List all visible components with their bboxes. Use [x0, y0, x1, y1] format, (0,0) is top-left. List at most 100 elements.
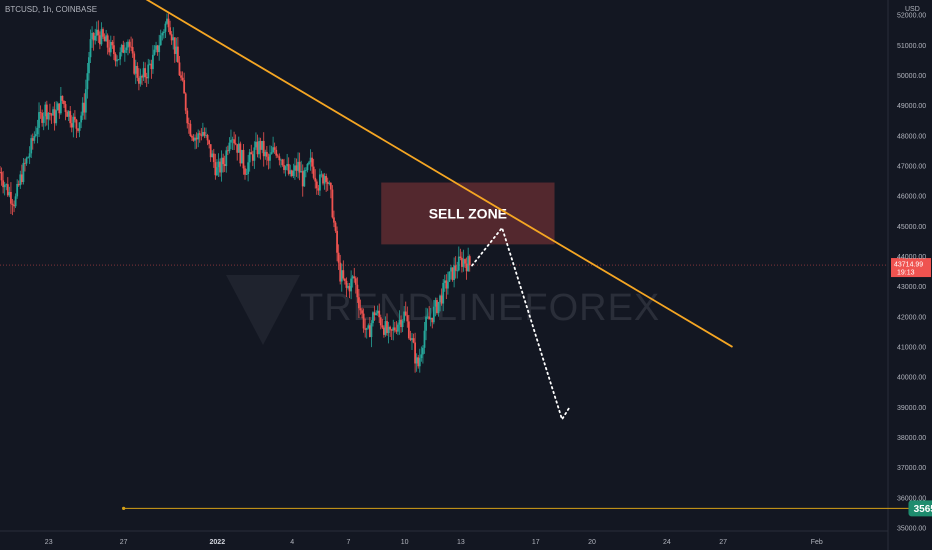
candle-body: [334, 222, 337, 231]
candle-body: [362, 313, 365, 329]
candle-body: [331, 189, 334, 218]
candle-body: [19, 174, 22, 186]
candle-body: [41, 112, 44, 123]
candle-body: [343, 278, 346, 281]
watermark-logo-icon: [226, 275, 300, 345]
candle-body: [340, 270, 343, 282]
candle-body: [457, 256, 460, 271]
candle-body: [373, 312, 376, 316]
candle-body: [67, 111, 70, 117]
watermark-text: TRENDLINEFOREX: [300, 287, 660, 329]
candle-body: [461, 257, 463, 267]
price-tick-label: 45000.00: [897, 224, 926, 231]
candle-body: [434, 300, 437, 307]
candle-body: [443, 280, 446, 283]
currency-label: USD: [905, 6, 920, 13]
candle-body: [281, 159, 284, 166]
candle-body: [234, 143, 237, 145]
candle-body: [445, 280, 448, 289]
candle-body: [415, 357, 418, 364]
candle-body: [14, 196, 17, 207]
candle-body: [5, 184, 8, 186]
candle-body: [39, 112, 42, 113]
candle-body: [258, 141, 260, 155]
candle-body: [375, 313, 377, 316]
candle-body: [290, 170, 293, 176]
candle-body: [226, 150, 229, 152]
candle-body: [351, 276, 354, 279]
candle-body: [411, 338, 413, 340]
candle-body: [34, 134, 37, 136]
candle-body: [361, 310, 363, 314]
candle-body: [398, 319, 401, 325]
candle-body: [409, 338, 412, 340]
candle-body: [367, 325, 370, 329]
candle-body: [244, 168, 246, 175]
candle-body: [134, 65, 137, 74]
candle-body: [311, 157, 314, 167]
candle-body: [278, 156, 281, 161]
candle-body: [353, 276, 356, 279]
candle-body: [253, 147, 256, 161]
candle-body: [389, 326, 392, 330]
candle-body: [119, 52, 122, 60]
candle-body: [3, 184, 6, 188]
target-line-anchor: [122, 506, 126, 510]
candle-body: [105, 35, 108, 42]
candle-body: [50, 114, 53, 116]
candle-body: [24, 162, 26, 164]
candle-body: [91, 32, 93, 40]
candle-body: [404, 311, 407, 316]
candle-body: [312, 166, 315, 178]
projected-path[interactable]: [471, 225, 571, 422]
candle-body: [70, 123, 73, 128]
candle-body: [337, 252, 340, 263]
candle-body: [131, 47, 134, 54]
candle-body: [437, 302, 440, 314]
price-tick-label: 40000.00: [897, 375, 926, 382]
candle-body: [387, 326, 390, 334]
sell-zone-box[interactable]: [381, 182, 555, 245]
candle-body: [368, 325, 371, 338]
candle-body: [145, 76, 148, 79]
candle-body: [251, 154, 254, 161]
candle-body: [418, 358, 421, 367]
candle-body: [195, 137, 198, 140]
candle-body: [339, 262, 342, 282]
candle-body: [189, 123, 192, 137]
candle-body: [376, 310, 379, 314]
candle-body: [206, 134, 209, 141]
candle-body: [156, 45, 159, 53]
candle-body: [412, 338, 415, 343]
trendline[interactable]: [142, 0, 733, 348]
candle-body: [95, 29, 98, 36]
candle-body: [2, 180, 5, 188]
candle-body: [147, 64, 150, 79]
current-price-value: 43714.99: [894, 262, 923, 269]
candle-body: [275, 149, 278, 156]
time-tick-label: 17: [532, 539, 540, 546]
candle-body: [75, 119, 78, 129]
candle-body: [386, 321, 388, 334]
candle-body: [379, 317, 382, 326]
candle-body: [233, 139, 235, 144]
candle-body: [467, 256, 470, 272]
candle-body: [122, 44, 125, 53]
time-tick-label: 10: [401, 539, 409, 546]
candle-body: [220, 157, 223, 173]
candle-body: [451, 267, 454, 280]
candle-body: [150, 63, 153, 70]
candle-body: [137, 77, 140, 84]
candle-body: [436, 300, 438, 314]
candle-body: [329, 182, 332, 190]
candle-body: [155, 45, 157, 50]
candle-body: [8, 191, 11, 196]
candle-body: [364, 328, 367, 330]
candle-body: [270, 152, 273, 155]
candle-body: [53, 109, 56, 124]
candle-body: [191, 136, 193, 138]
candle-body: [431, 317, 434, 323]
candle-body: [223, 164, 226, 167]
